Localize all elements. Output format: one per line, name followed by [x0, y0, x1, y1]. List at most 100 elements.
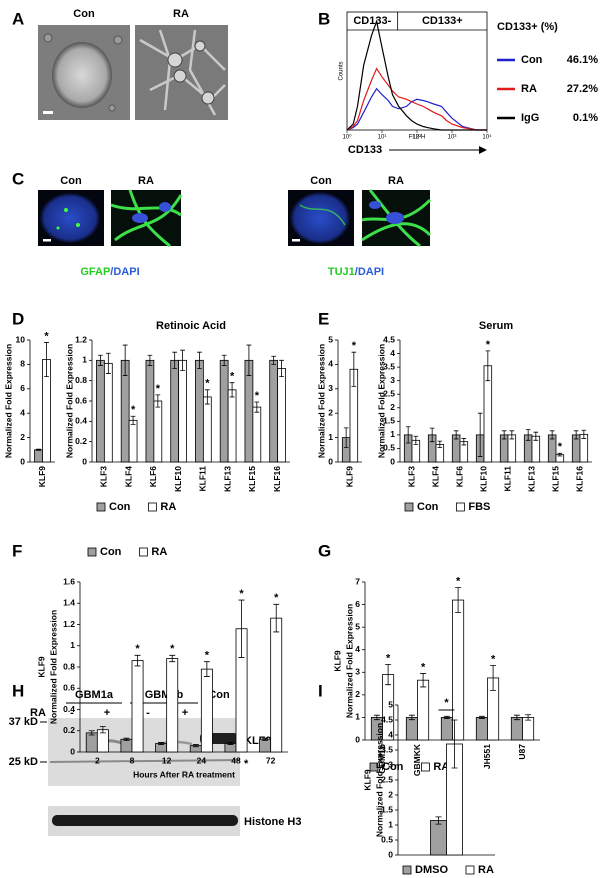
y-axis-label: Normalized Fold Expression [316, 344, 326, 458]
bar [166, 658, 179, 753]
y-tick-label: 2 [355, 689, 360, 699]
y-tick-label: 0.6 [75, 395, 87, 405]
bar [405, 717, 418, 741]
legend-label: Con [109, 501, 131, 513]
error-bar [158, 742, 165, 745]
x-tick-label: KLF11 [502, 466, 512, 492]
y-tick-label: 0.6 [63, 683, 75, 693]
error-bar [134, 654, 141, 667]
y-tick-label: 0.5 [381, 834, 393, 844]
x-tick-label: GBMKK [412, 743, 422, 776]
significance-star: * [135, 643, 140, 655]
significance-star: * [170, 643, 175, 655]
bar [277, 368, 286, 463]
error-bar [443, 715, 450, 719]
image-label: RA [388, 175, 404, 187]
bar [452, 599, 465, 741]
significance-star: * [486, 339, 491, 351]
legend-swatch [402, 865, 412, 875]
error-bar [204, 389, 210, 405]
panel-label: I [318, 681, 323, 700]
lane-label: + [104, 707, 110, 719]
panel-label: C [12, 169, 24, 188]
significance-star: * [230, 371, 235, 383]
y-tick-label: 3.5 [383, 361, 395, 371]
legend-label: RA [160, 501, 176, 513]
x-tick-label: KLF13 [222, 466, 232, 492]
y-tick-label: 2.5 [381, 774, 393, 784]
error-bar [155, 394, 161, 408]
error-bar [490, 665, 497, 691]
legend-swatch [369, 762, 379, 772]
y-tick-label: 1.5 [381, 804, 393, 814]
marker-label: CD133 [348, 144, 382, 156]
legend-swatch [96, 502, 106, 512]
image-label: Con [310, 175, 332, 187]
significance-star: * [491, 653, 496, 665]
x-tick-label: 2 [95, 755, 100, 765]
error-bar [461, 438, 467, 446]
significance-star: * [421, 661, 426, 673]
bar [227, 389, 237, 463]
error-bar [36, 448, 41, 451]
error-bar [485, 350, 491, 382]
bar [85, 732, 98, 753]
y-tick-label: 2 [390, 402, 395, 412]
y-tick-label: 4 [328, 359, 333, 369]
stain-caption: TUJ1/DAPI [328, 266, 384, 278]
error-bar [271, 355, 277, 365]
error-bar [373, 714, 380, 721]
y-tick-label: 0.4 [75, 416, 87, 426]
band-label: * [244, 758, 249, 770]
error-bar [533, 431, 539, 441]
y-tick-label: 3 [355, 667, 360, 677]
y-tick-label: 3.5 [381, 744, 393, 754]
error-bar [197, 351, 202, 369]
bar [131, 660, 144, 753]
legend-swatch [138, 547, 148, 557]
x-tick-label: KLF10 [173, 466, 183, 492]
error-bar [147, 354, 153, 366]
y-tick-label: 4 [355, 644, 360, 654]
panel-label: A [12, 9, 24, 28]
y-tick-label: 0.5 [383, 443, 395, 453]
error-bar [169, 654, 176, 663]
error-bar [509, 430, 515, 440]
y-tick-label: 0 [388, 849, 393, 859]
error-bar [343, 427, 349, 448]
x-axis-label: Hours After RA treatment [133, 769, 235, 779]
panel-label: E [318, 309, 329, 328]
y-tick-label: 0 [82, 456, 87, 466]
y-tick-label: 4.5 [383, 334, 395, 344]
significance-star: * [352, 340, 357, 352]
image-label: Con [60, 175, 82, 187]
image-label: Con [73, 8, 95, 20]
x-tick-label: KLF10 [478, 466, 488, 492]
y-axis-label: Normalized Fold Expression [3, 344, 13, 458]
y-tick-label: 0 [70, 746, 75, 756]
y-tick-label: 1.6 [63, 576, 75, 586]
error-bar [525, 429, 531, 441]
error-bar [405, 426, 411, 444]
lane-label: - [70, 707, 74, 719]
x-tick-label: U87 [517, 744, 527, 760]
x-tick-label: KLF4 [430, 466, 440, 488]
error-bar [130, 415, 136, 425]
legend-percent: 0.1% [573, 112, 598, 124]
bar [252, 406, 262, 463]
x-tick-label: KLF13 [526, 466, 536, 492]
x-tick-label: KLF6 [454, 466, 464, 488]
legend-label: FBS [468, 501, 490, 513]
y-tick-label: 4.5 [381, 714, 393, 724]
significance-star: * [131, 404, 136, 416]
legend-label: RA [521, 83, 537, 95]
x-tick-label: 10¹ [378, 135, 387, 141]
y-axis-label: Normalized Fold Expression [48, 610, 58, 724]
significance-star: * [239, 588, 244, 600]
significance-star: * [558, 441, 563, 453]
error-bar [437, 440, 443, 449]
y-tick-label: 5 [355, 621, 360, 631]
y-tick-label: 2 [20, 432, 25, 442]
error-bar [99, 726, 106, 734]
